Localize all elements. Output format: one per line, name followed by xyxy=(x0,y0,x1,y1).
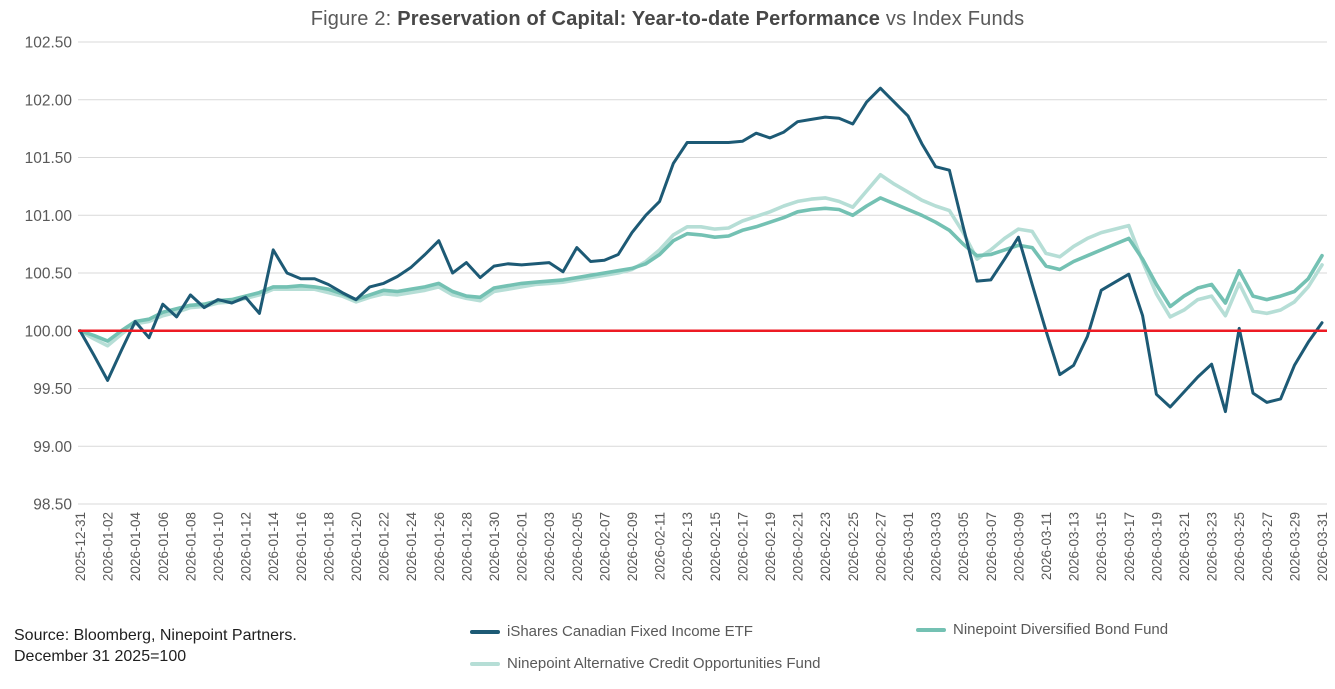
chart-footer: Source: Bloomberg, Ninepoint Partners. D… xyxy=(0,615,1335,689)
legend-swatch-diversified-bond xyxy=(916,627,946,632)
x-axis-label-2026-02-15: 2026-02-15 xyxy=(708,512,723,581)
series-line-2 xyxy=(78,173,1324,348)
x-axis-label-2026-03-09: 2026-03-09 xyxy=(1011,512,1026,581)
y-axis-label-99.00: 99.00 xyxy=(33,439,72,456)
x-axis-label-2026-01-04: 2026-01-04 xyxy=(128,512,143,582)
x-axis-label-2026-03-05: 2026-03-05 xyxy=(956,512,971,581)
legend-item-ishares: iShares Canadian Fixed Income ETF xyxy=(470,623,753,640)
x-axis-label-2026-02-19: 2026-02-19 xyxy=(763,512,778,581)
series-line-0 xyxy=(78,86,1324,414)
y-axis-label-100.00: 100.00 xyxy=(25,323,73,340)
legend-swatch-ishares xyxy=(470,629,500,634)
source-note: Source: Bloomberg, Ninepoint Partners. D… xyxy=(14,625,297,667)
y-axis-label-102.50: 102.50 xyxy=(25,35,73,52)
chart-title-prefix: Figure 2: xyxy=(310,8,398,30)
y-axis-label-102.00: 102.00 xyxy=(25,92,73,109)
x-axis-label-2026-02-05: 2026-02-05 xyxy=(570,512,585,581)
source-line-1: Source: Bloomberg, Ninepoint Partners. xyxy=(14,627,297,644)
x-axis-label-2026-02-23: 2026-02-23 xyxy=(818,512,833,581)
x-axis-label-2026-01-02: 2026-01-02 xyxy=(101,512,116,581)
x-axis-label-2026-03-21: 2026-03-21 xyxy=(1177,512,1192,581)
y-axis-label-98.50: 98.50 xyxy=(33,497,72,514)
y-axis-label-101.00: 101.00 xyxy=(25,208,73,225)
x-axis-label-2026-01-20: 2026-01-20 xyxy=(349,512,364,581)
x-axis-label-2026-03-13: 2026-03-13 xyxy=(1067,512,1082,581)
x-axis-label-2026-02-25: 2026-02-25 xyxy=(846,512,861,581)
y-axis-label-101.50: 101.50 xyxy=(25,150,73,167)
x-axis-label-2026-02-27: 2026-02-27 xyxy=(873,512,888,581)
x-axis-label-2026-01-24: 2026-01-24 xyxy=(404,512,419,582)
x-axis-label-2026-02-13: 2026-02-13 xyxy=(680,512,695,581)
x-axis-label-2026-02-01: 2026-02-01 xyxy=(515,512,530,581)
x-axis-label-2026-01-30: 2026-01-30 xyxy=(487,512,502,581)
x-axis-label-2025-12-31: 2025-12-31 xyxy=(73,512,88,581)
legend-label-ishares: iShares Canadian Fixed Income ETF xyxy=(507,623,753,640)
x-axis-label-2026-01-22: 2026-01-22 xyxy=(377,512,392,581)
x-axis-label-2026-03-29: 2026-03-29 xyxy=(1287,512,1302,581)
performance-line-chart: 102.50 102.00 101.50 101.00 100.50 100.00 99.5… xyxy=(25,35,1330,582)
x-axis-label-2026-01-26: 2026-01-26 xyxy=(432,512,447,581)
chart-title: Figure 2: Preservation of Capital: Year-… xyxy=(0,0,1335,31)
x-axis-label-2026-02-11: 2026-02-11 xyxy=(653,512,668,580)
y-axis-label-100.50: 100.50 xyxy=(25,266,73,283)
x-axis-label-2026-01-06: 2026-01-06 xyxy=(156,512,171,581)
chart-title-main: Preservation of Capital: Year-to-date Pe… xyxy=(397,8,881,30)
chart-title-suffix: vs Index Funds xyxy=(880,8,1025,30)
x-axis-label-2026-01-18: 2026-01-18 xyxy=(321,512,336,581)
x-axis-label-2026-01-16: 2026-01-16 xyxy=(294,512,309,581)
x-axis-label-2026-03-03: 2026-03-03 xyxy=(929,512,944,581)
x-axis-label-2026-03-17: 2026-03-17 xyxy=(1122,512,1137,581)
x-axis-label-2026-02-17: 2026-02-17 xyxy=(735,512,750,581)
x-axis-label-2026-02-07: 2026-02-07 xyxy=(597,512,612,581)
x-axis-label-2026-01-10: 2026-01-10 xyxy=(211,512,226,581)
legend-swatch-alt-credit xyxy=(470,661,500,666)
x-axis-label-2026-03-07: 2026-03-07 xyxy=(984,512,999,581)
x-axis-label-2026-03-31: 2026-03-31 xyxy=(1315,512,1330,581)
x-axis-label-2026-02-21: 2026-02-21 xyxy=(791,512,806,581)
x-axis-label-2026-03-11: 2026-03-11 xyxy=(1039,512,1054,580)
x-axis-label-2026-03-23: 2026-03-23 xyxy=(1205,512,1220,581)
x-axis-label-2026-02-09: 2026-02-09 xyxy=(625,512,640,581)
x-axis-label-2026-01-14: 2026-01-14 xyxy=(266,512,281,582)
legend-label-alt-credit: Ninepoint Alternative Credit Opportuniti… xyxy=(507,655,821,672)
x-axis-label-2026-01-12: 2026-01-12 xyxy=(239,512,254,581)
x-axis-label-2026-03-19: 2026-03-19 xyxy=(1149,512,1164,581)
legend-label-diversified-bond: Ninepoint Diversified Bond Fund xyxy=(953,621,1169,638)
x-axis-label-2026-01-08: 2026-01-08 xyxy=(183,512,198,581)
x-axis-label-2026-02-03: 2026-02-03 xyxy=(542,512,557,581)
x-axis-label-2026-03-25: 2026-03-25 xyxy=(1232,512,1247,581)
x-axis-label-2026-03-15: 2026-03-15 xyxy=(1094,512,1109,581)
series-line-1 xyxy=(78,196,1324,343)
legend-item-diversified-bond: Ninepoint Diversified Bond Fund xyxy=(916,621,1168,638)
x-axis-label-2026-03-01: 2026-03-01 xyxy=(901,512,916,581)
source-line-2: December 31 2025=100 xyxy=(14,648,187,665)
x-axis-label-2026-01-28: 2026-01-28 xyxy=(459,512,474,581)
y-axis-label-99.50: 99.50 xyxy=(33,381,72,398)
x-axis-label-2026-03-27: 2026-03-27 xyxy=(1260,512,1275,581)
legend-item-alt-credit: Ninepoint Alternative Credit Opportuniti… xyxy=(470,655,821,672)
